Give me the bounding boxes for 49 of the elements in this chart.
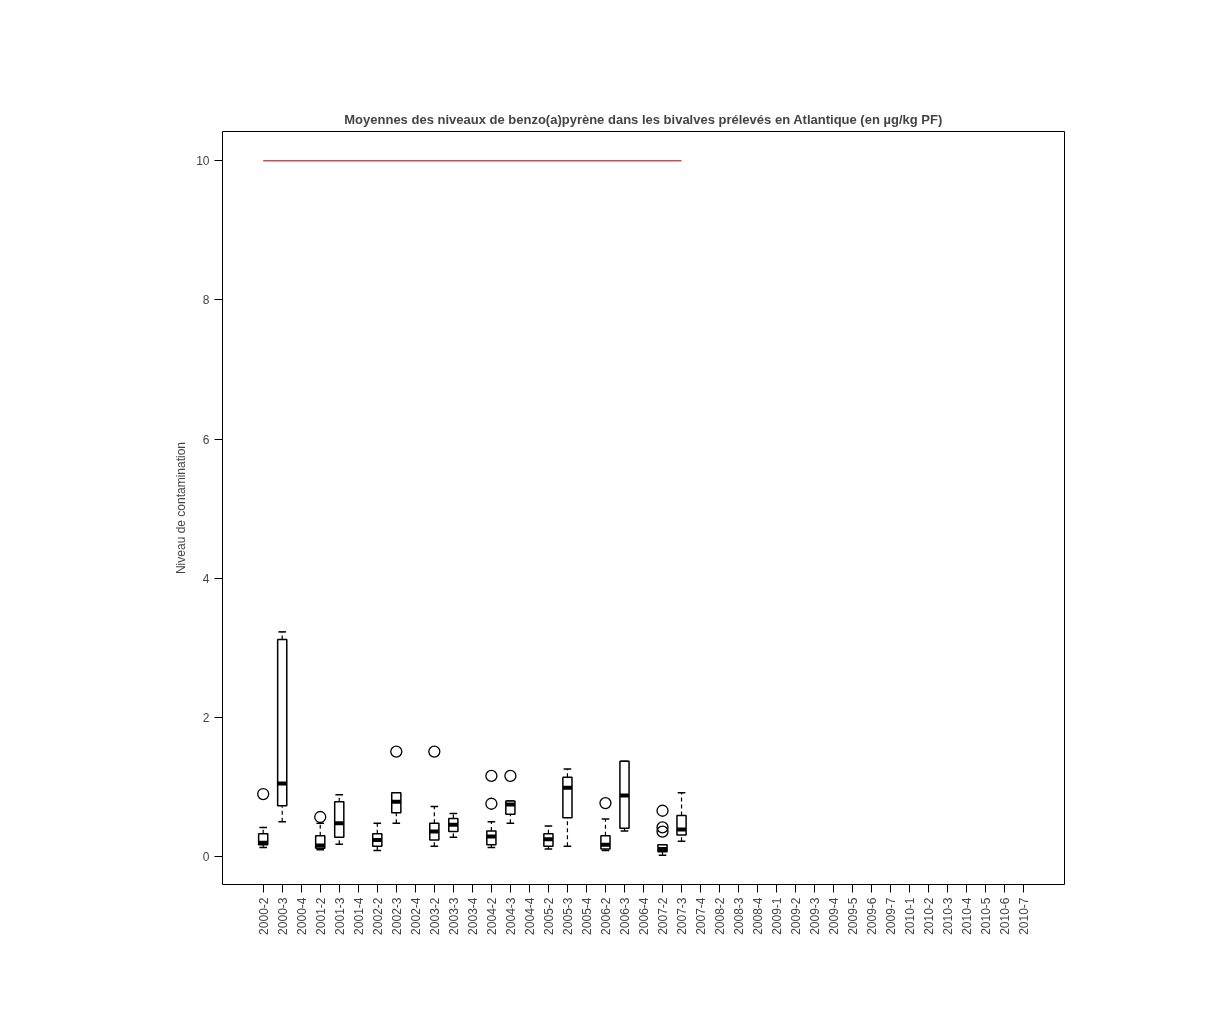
x-tick-label: 2001-2 (313, 897, 328, 935)
x-tick-label: 2010-1 (903, 897, 918, 935)
x-tick-label: 2004-2 (484, 897, 499, 935)
x-tick-label: 2007-3 (675, 897, 690, 935)
x-tick-label: 2008-3 (732, 897, 747, 935)
x-tick-label: 2009-1 (770, 897, 785, 935)
x-tick-label: 2006-2 (598, 897, 613, 935)
x-tick-label: 2002-2 (370, 897, 385, 935)
x-tick-label: 2002-3 (389, 897, 404, 935)
x-tick-label: 2006-4 (637, 897, 651, 935)
x-tick-label: 2010-2 (922, 897, 937, 935)
x-tick-label: 2005-3 (560, 897, 575, 935)
x-tick-label: 2005-4 (579, 897, 594, 935)
x-tick-label: 2002-4 (408, 897, 423, 935)
x-tick-label: 2010-6 (998, 897, 1013, 935)
x-tick-label: 2010-4 (960, 897, 975, 935)
x-tick-label: 2000-3 (275, 897, 290, 935)
x-tick-label: 2010-7 (1017, 897, 1032, 935)
x-tick-label: 2009-7 (884, 897, 899, 935)
x-tick-label: 2008-4 (751, 897, 766, 935)
y-tick-label: 6 (202, 432, 210, 447)
x-tick-label: 2009-4 (827, 897, 842, 935)
x-tick-label: 2005-2 (541, 897, 556, 935)
y-tick-label: 8 (202, 293, 210, 308)
x-tick-label: 2008-2 (713, 897, 728, 935)
y-tick-label: 0 (202, 850, 210, 865)
x-tick-label: 2007-2 (656, 897, 671, 935)
x-tick-label: 2003-3 (446, 897, 461, 935)
x-tick-label: 2009-5 (846, 897, 861, 935)
y-tick-label: 2 (202, 710, 210, 725)
x-tick-label: 2009-2 (789, 897, 804, 935)
x-tick-label: 2009-3 (808, 897, 823, 935)
x-tick-label: 2004-3 (503, 897, 518, 935)
x-tick-label: 2000-2 (256, 897, 271, 935)
x-tick-label: 2000-4 (294, 897, 309, 935)
x-tick-label: 2010-5 (979, 897, 994, 935)
chart-title: Moyennes des niveaux de benzo(a)pyrène dans les bivalves prélevés en Atlantique (en µg/kg PF) (344, 111, 943, 127)
y-tick-label: 4 (202, 571, 210, 586)
y-tick-label: 10 (196, 154, 210, 169)
x-tick-label: 2004-4 (522, 897, 537, 935)
x-tick-label: 2003-2 (427, 897, 442, 935)
y-axis-title: Niveau de contamination (174, 441, 189, 575)
x-tick-label: 2006-3 (617, 897, 632, 935)
x-tick-label: 2003-4 (465, 897, 480, 935)
x-tick-label: 2010-3 (941, 897, 956, 935)
x-tick-label: 2009-6 (865, 897, 880, 935)
x-tick-label: 2007-4 (694, 897, 709, 935)
x-tick-label: 2001-3 (332, 897, 347, 935)
x-tick-label: 2001-4 (351, 897, 366, 935)
